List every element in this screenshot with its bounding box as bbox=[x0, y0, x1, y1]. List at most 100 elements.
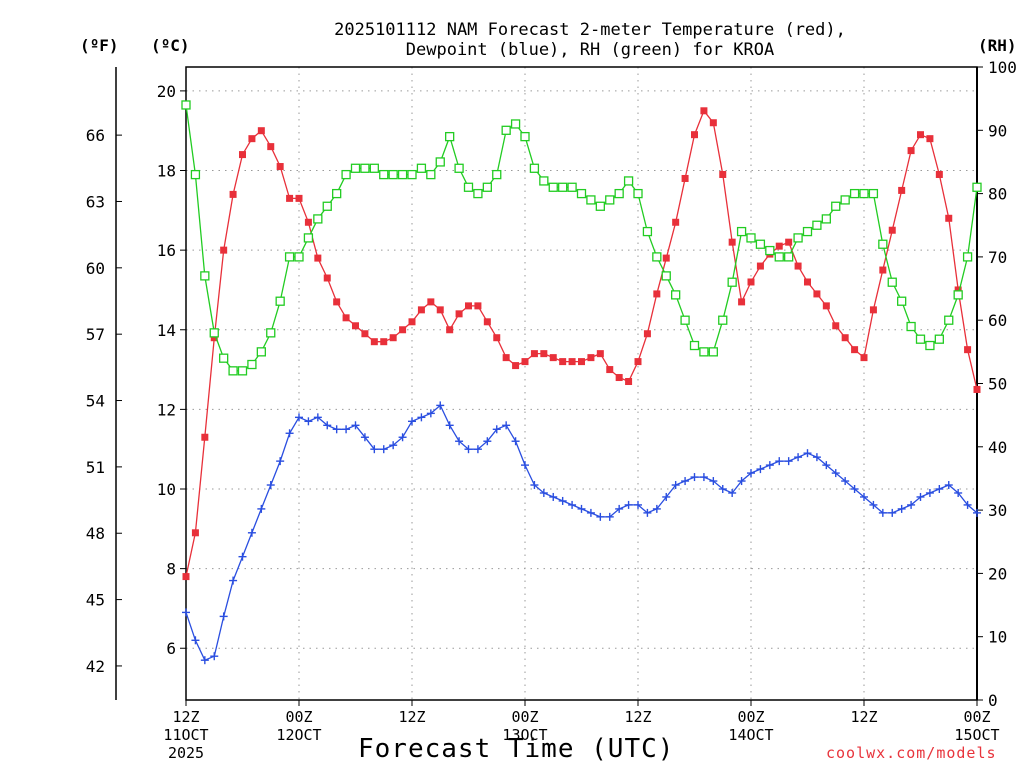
dewpoint-point bbox=[935, 485, 944, 493]
dewpoint-point bbox=[219, 612, 228, 621]
temperature-point bbox=[973, 385, 981, 393]
temperature-point bbox=[455, 310, 463, 318]
rh-point bbox=[953, 290, 963, 300]
rh-point bbox=[181, 100, 191, 110]
dewpoint-point bbox=[850, 485, 859, 493]
rh-point bbox=[473, 188, 483, 199]
dewpoint-point bbox=[295, 413, 303, 422]
x-tick-label: 00Z bbox=[963, 708, 990, 726]
dewpoint-point bbox=[483, 437, 492, 446]
rh-point bbox=[256, 347, 266, 357]
temperature-point bbox=[964, 346, 972, 354]
dewpoint-point bbox=[907, 500, 916, 509]
rh-point bbox=[793, 233, 803, 243]
dewpoint-point bbox=[313, 413, 322, 422]
rh-point bbox=[350, 163, 361, 173]
dewpoint-point bbox=[586, 508, 595, 517]
dewpoint-point bbox=[455, 437, 464, 446]
rh-point bbox=[219, 353, 229, 363]
x-tick-label: 2025 bbox=[168, 744, 204, 762]
rh-point bbox=[454, 163, 464, 173]
dewpoint-point bbox=[285, 429, 294, 438]
dewpoint-point bbox=[963, 500, 972, 509]
dewpoint-point bbox=[398, 433, 407, 442]
temperature-point bbox=[530, 350, 538, 358]
rh-point bbox=[200, 271, 210, 281]
x-tick-label: 12OCT bbox=[276, 726, 321, 744]
temperature-point bbox=[954, 286, 962, 294]
temperature-point bbox=[813, 290, 821, 298]
rh-tick-label: 50 bbox=[988, 375, 1007, 394]
dewpoint-line bbox=[185, 404, 978, 662]
source-credit: coolwx.com/models bbox=[826, 744, 997, 762]
rh-point bbox=[765, 245, 775, 256]
rh-tick-label: 100 bbox=[988, 58, 1017, 77]
temperature-point bbox=[587, 354, 595, 362]
temperature-point bbox=[342, 314, 350, 322]
temperature-point bbox=[709, 119, 717, 127]
temperature-point bbox=[662, 254, 670, 262]
x-tick-label: 12Z bbox=[172, 708, 199, 726]
fahrenheit-tick-label: 45 bbox=[86, 591, 105, 610]
temperature-point bbox=[625, 378, 633, 386]
rh-point bbox=[878, 239, 888, 249]
dewpoint-point bbox=[568, 500, 577, 509]
dewpoint-point bbox=[765, 461, 774, 470]
rh-point bbox=[379, 169, 389, 180]
rh-point bbox=[416, 163, 427, 173]
rh-point bbox=[266, 328, 276, 338]
dewpoint-point bbox=[200, 656, 209, 665]
temperature-point bbox=[907, 147, 915, 155]
rh-point bbox=[397, 169, 408, 180]
temperature-point bbox=[333, 298, 341, 306]
dewpoint-point bbox=[342, 425, 351, 434]
rh-tick-label: 90 bbox=[988, 121, 1007, 140]
rh-point bbox=[802, 226, 813, 237]
temperature-point bbox=[869, 306, 877, 314]
dewpoint-point bbox=[888, 508, 897, 517]
temperature-point bbox=[352, 322, 359, 330]
dewpoint-point bbox=[304, 417, 313, 426]
celsius-tick-label: 20 bbox=[157, 82, 176, 101]
rh-point bbox=[558, 182, 568, 192]
dewpoint-point bbox=[360, 433, 369, 442]
rh-tick-label: 70 bbox=[988, 248, 1007, 267]
temperature-point bbox=[728, 238, 736, 246]
rh-point bbox=[774, 252, 784, 262]
temperature-point bbox=[879, 266, 887, 274]
x-tick-label: 00Z bbox=[511, 708, 538, 726]
chart-title-line-2: Dewpoint (blue), RH (green) for KROA bbox=[405, 40, 775, 60]
rh-point bbox=[623, 176, 634, 186]
dewpoint-point bbox=[831, 469, 840, 478]
rh-point bbox=[934, 334, 944, 344]
rh-point bbox=[699, 347, 709, 357]
temperature-point bbox=[229, 190, 237, 198]
dewpoint-point bbox=[860, 492, 868, 501]
rh-point bbox=[492, 169, 502, 180]
rh-point bbox=[463, 182, 474, 192]
rh-point bbox=[718, 315, 728, 325]
temperature-point bbox=[785, 238, 793, 246]
fahrenheit-tick-label: 51 bbox=[86, 458, 105, 477]
rh-tick-label: 0 bbox=[988, 691, 998, 710]
fahrenheit-tick-label: 66 bbox=[86, 126, 105, 145]
dewpoint-point bbox=[756, 465, 765, 474]
temperature-point bbox=[860, 354, 868, 362]
rh-point bbox=[567, 182, 577, 192]
rh-point bbox=[661, 271, 671, 281]
rh-tick-label: 40 bbox=[988, 438, 1007, 457]
dewpoint-point bbox=[841, 477, 850, 486]
temperature-point bbox=[559, 358, 567, 366]
rh-point bbox=[595, 201, 605, 211]
temperature-point bbox=[822, 302, 830, 310]
temperature-point bbox=[304, 218, 312, 226]
temperature-point bbox=[276, 163, 284, 171]
dewpoint-point bbox=[671, 481, 680, 490]
dewpoint-point bbox=[323, 421, 332, 430]
temperature-point bbox=[841, 334, 849, 342]
celsius-tick-label: 10 bbox=[157, 480, 176, 499]
temperature-point bbox=[474, 302, 482, 310]
temperature-point bbox=[389, 334, 397, 342]
x-tick-label: 14OCT bbox=[728, 726, 773, 744]
